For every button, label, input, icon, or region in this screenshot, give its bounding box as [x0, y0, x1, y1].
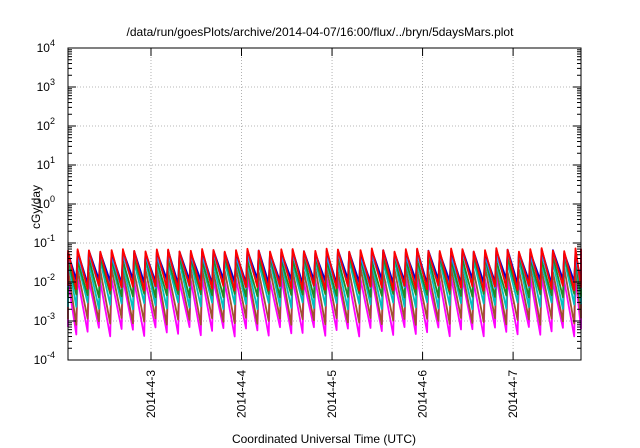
- x-tick-label: 2014-4-3: [144, 370, 158, 418]
- x-tick-label: 2014-4-7: [506, 370, 520, 418]
- series-7: [67, 247, 582, 292]
- grid: [68, 48, 581, 360]
- chart-title: /data/run/goesPlots/archive/2014-04-07/1…: [127, 25, 515, 39]
- x-axis-label: Coordinated Universal Time (UTC): [232, 432, 416, 446]
- y-axis-label: cGy/day: [29, 185, 43, 229]
- x-tick-label: 2014-4-6: [416, 370, 430, 418]
- series-line: [67, 247, 582, 292]
- x-tick-label: 2014-4-4: [235, 370, 249, 418]
- series-layer: [67, 247, 582, 338]
- x-tick-label: 2014-4-5: [325, 370, 339, 418]
